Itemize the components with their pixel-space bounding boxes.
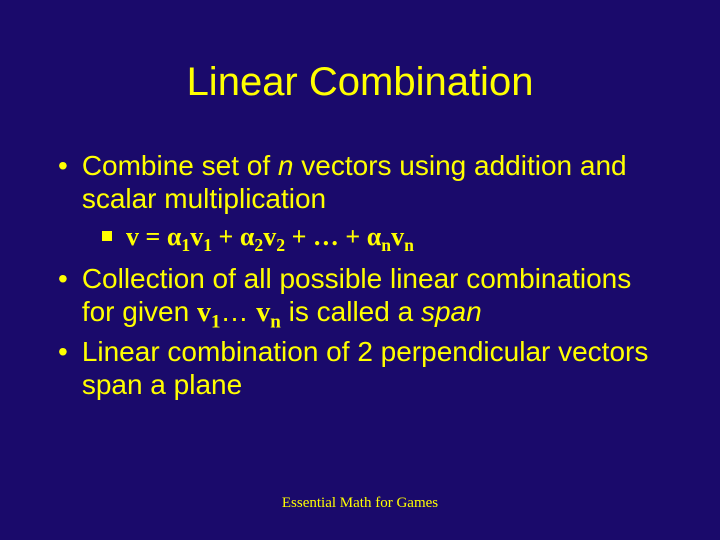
vec-v: v bbox=[256, 297, 270, 328]
formula-text: v = α1v1 + α2v2 + … + αnvn bbox=[126, 221, 670, 252]
bullet-dot-icon: • bbox=[58, 149, 68, 182]
bullet-item: • Combine set of n vectors using additio… bbox=[58, 149, 670, 215]
bullet-text: Combine set of n vectors using addition … bbox=[82, 149, 670, 215]
bullet-dot-icon: • bbox=[58, 335, 68, 368]
ellipsis: … bbox=[221, 296, 257, 327]
bullet-dot-icon: • bbox=[58, 262, 68, 295]
sub-1: 1 bbox=[211, 312, 221, 333]
bullet-text: Linear combination of 2 perpendicular ve… bbox=[82, 335, 670, 401]
bullet-text: Collection of all possible linear combin… bbox=[82, 262, 670, 329]
vec-v: v bbox=[190, 222, 203, 251]
vec-v: v bbox=[263, 222, 276, 251]
alpha: α bbox=[367, 222, 382, 251]
bullet-item: • Collection of all possible linear comb… bbox=[58, 262, 670, 329]
var-n: n bbox=[278, 150, 294, 181]
bullet-item: • Linear combination of 2 perpendicular … bbox=[58, 335, 670, 401]
text-fragment: is called a bbox=[281, 296, 421, 327]
equals: = bbox=[139, 222, 167, 251]
slide-title: Linear Combination bbox=[40, 60, 680, 105]
ellipsis: + … + bbox=[285, 222, 367, 251]
text-fragment: Combine set of bbox=[82, 150, 278, 181]
vec-v: v bbox=[391, 222, 404, 251]
slide-footer: Essential Math for Games bbox=[0, 495, 720, 512]
sub-bullet-item: v = α1v1 + α2v2 + … + αnvn bbox=[102, 221, 670, 252]
sub-1: 1 bbox=[181, 235, 190, 255]
sub-n: n bbox=[381, 235, 391, 255]
vec-v: v bbox=[197, 297, 211, 328]
alpha: α bbox=[240, 222, 255, 251]
slide-content: • Combine set of n vectors using additio… bbox=[40, 149, 680, 401]
term-span: span bbox=[421, 296, 482, 327]
square-bullet-icon bbox=[102, 231, 112, 241]
plus: + bbox=[212, 222, 240, 251]
sub-n: n bbox=[404, 235, 414, 255]
slide: Linear Combination • Combine set of n ve… bbox=[0, 0, 720, 540]
sub-2: 2 bbox=[276, 235, 285, 255]
vec-v: v bbox=[126, 222, 139, 251]
sub-n: n bbox=[270, 312, 281, 333]
sub-2: 2 bbox=[254, 235, 263, 255]
alpha: α bbox=[167, 222, 182, 251]
sub-1: 1 bbox=[203, 235, 212, 255]
